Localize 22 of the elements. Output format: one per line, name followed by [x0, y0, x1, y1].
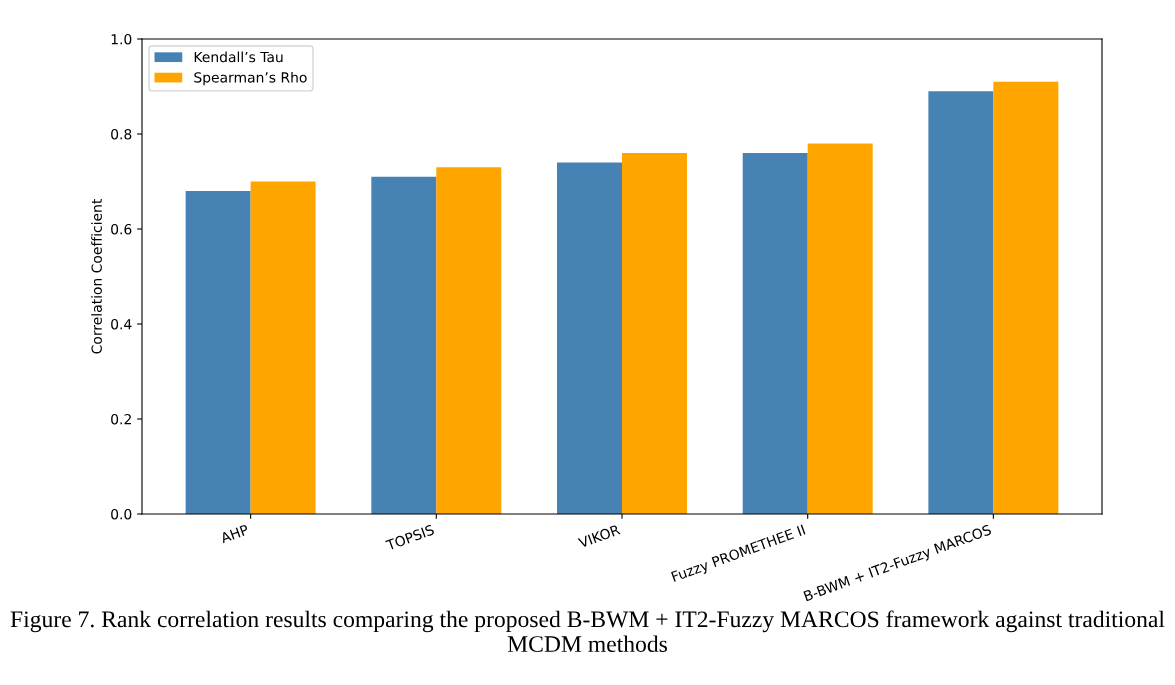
x-tick-label: AHP	[219, 524, 250, 544]
bar	[807, 143, 873, 514]
caption: Figure 7. Rank correlation results comparing the proposed B-BWM + IT2-Fuzzy MARCOS framework against traditional MCDM methods	[10, 610, 1165, 653]
bar	[185, 191, 251, 514]
bar	[371, 176, 437, 514]
x-tick-label: VIKOR	[577, 524, 621, 549]
bar	[622, 153, 687, 514]
legend-label: Spearman’s Rho	[194, 71, 307, 86]
bar	[742, 153, 808, 514]
y-tick-label: 0.0	[111, 508, 132, 520]
bar	[557, 162, 622, 514]
y-axis-title: Correlation Coefficient	[91, 199, 102, 354]
y-tick-label: 0.6	[111, 223, 132, 235]
y-tick-label: 0.4	[111, 318, 132, 330]
bar	[928, 91, 994, 514]
y-tick-label: 1.0	[111, 33, 132, 45]
y-tick-label: 0.2	[111, 413, 131, 425]
y-tick-label: 0.8	[111, 128, 132, 140]
bar	[436, 167, 502, 514]
bar	[250, 181, 316, 514]
bar	[993, 81, 1059, 514]
legend-label: Kendall’s Tau	[194, 51, 283, 63]
